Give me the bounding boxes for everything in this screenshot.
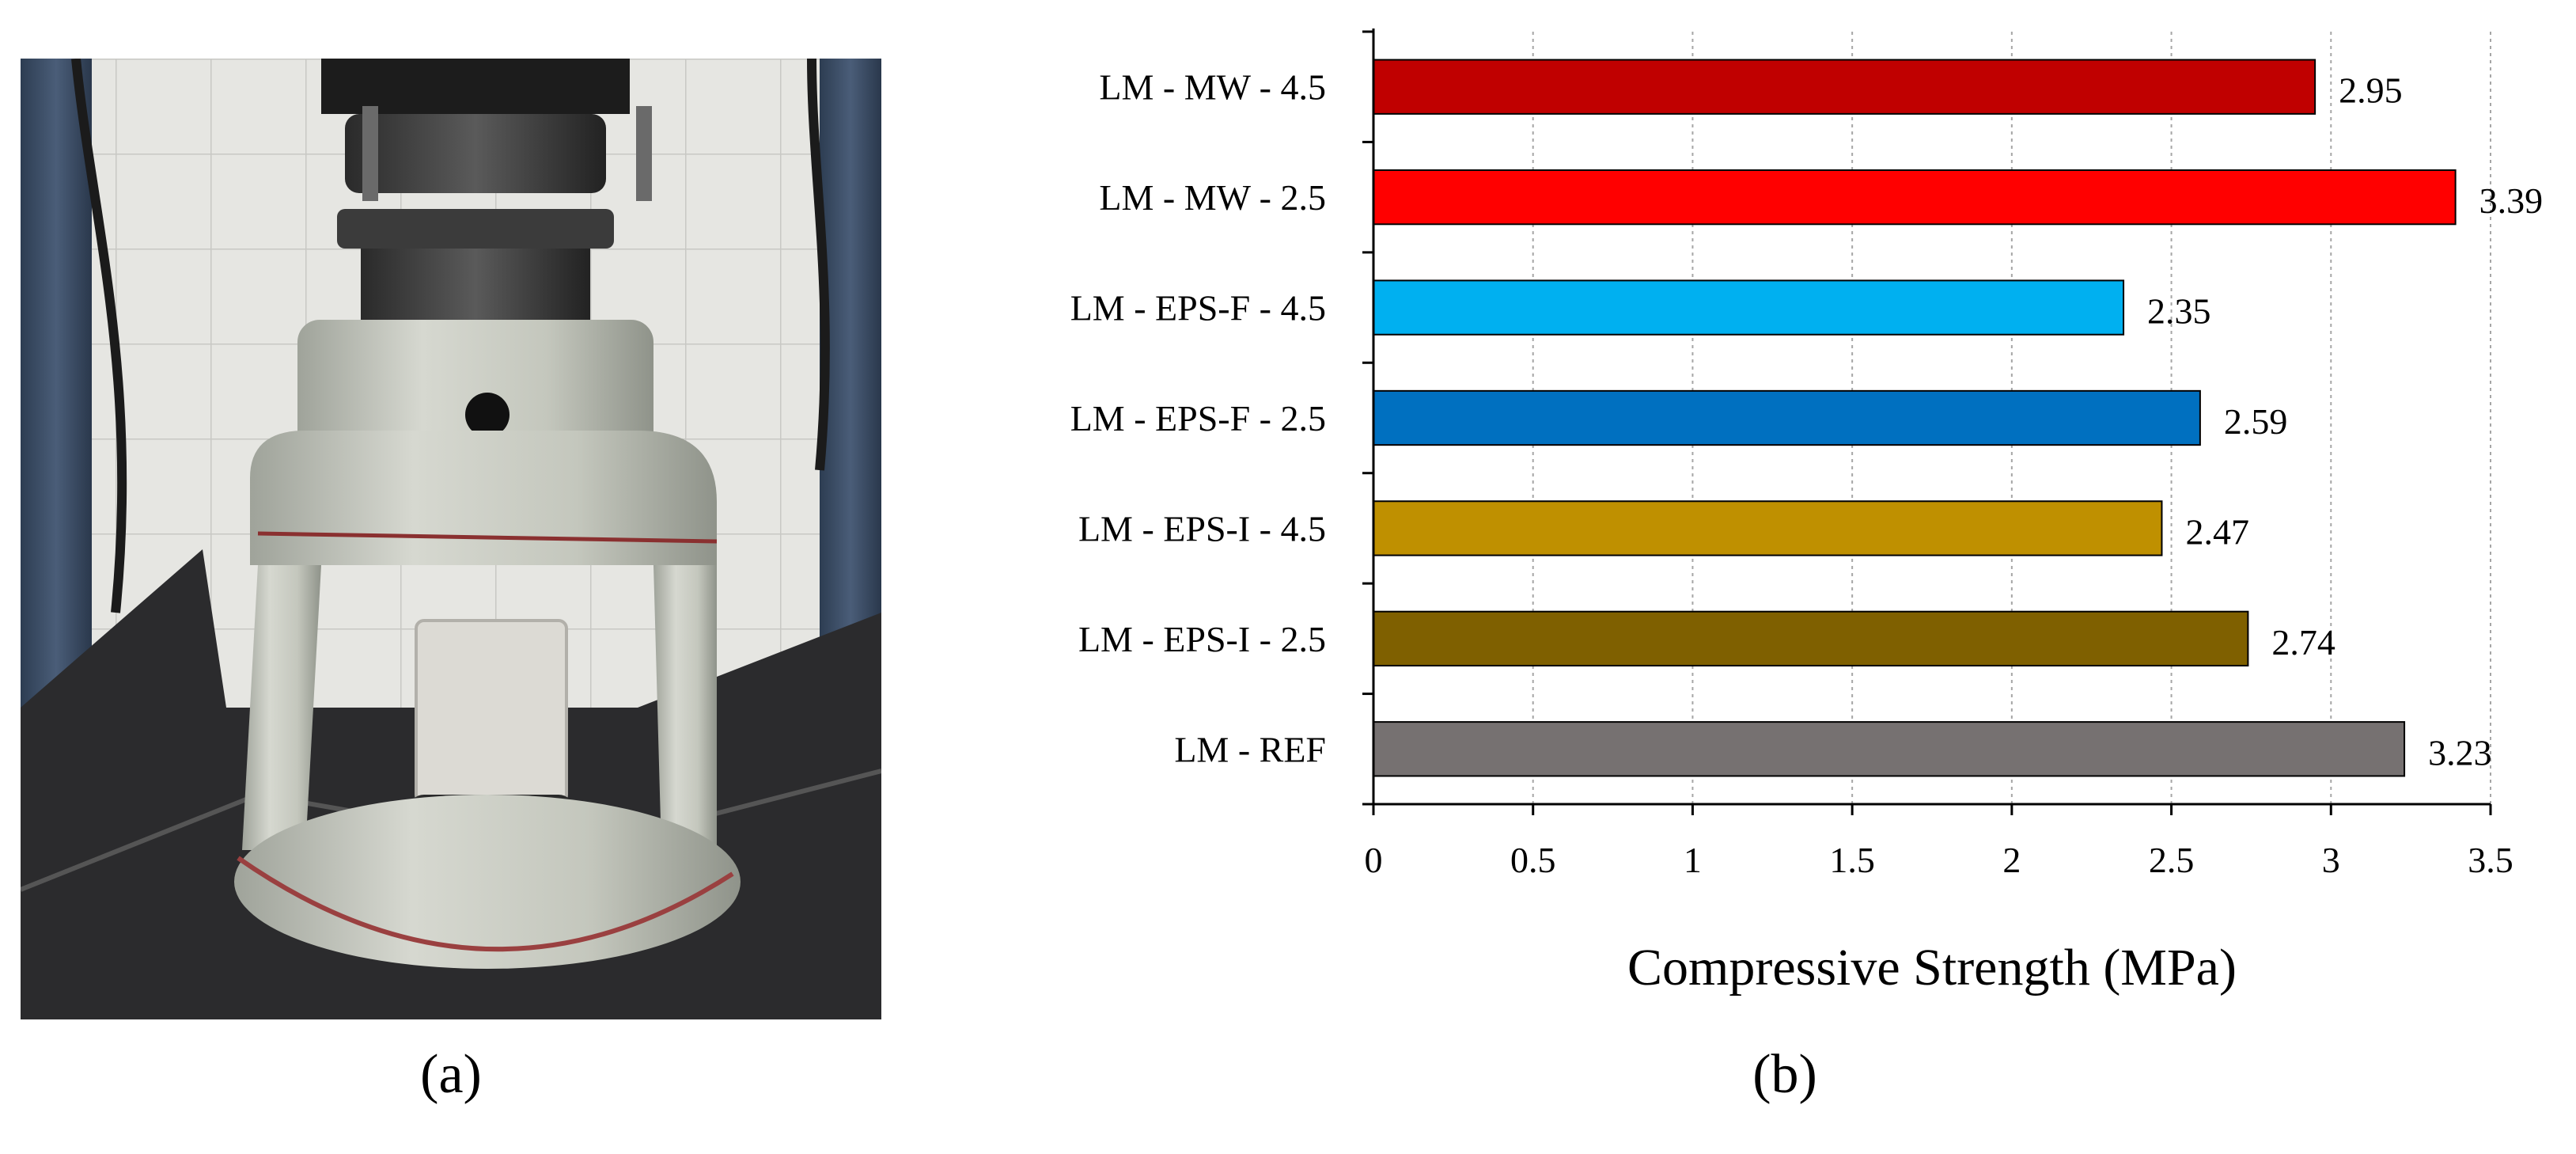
upper-platen [345, 114, 606, 193]
x-axis-title: Compressive Strength (MPa) [1627, 939, 2237, 996]
bar-1 [1373, 169, 2457, 226]
x-tick-label-4: 2 [2002, 840, 2021, 880]
x-tick-label-7: 3.5 [2468, 840, 2513, 880]
category-label-1: LM - MW - 2.5 [1099, 177, 1326, 218]
x-tick-label-0: 0 [1365, 840, 1383, 880]
x-tick-label-2: 1 [1684, 840, 1702, 880]
bar-5 [1373, 610, 2249, 667]
spring-left [362, 106, 378, 201]
frame-pillar-left [21, 59, 92, 771]
jig-leg-left [242, 565, 321, 850]
test-setup-illustration [21, 59, 881, 1019]
x-tick-label-6: 3 [2322, 840, 2340, 880]
jig-bolt-hole [465, 393, 510, 437]
spring-right [636, 106, 652, 201]
bar-4 [1373, 500, 2163, 556]
bar-3 [1373, 389, 2201, 446]
value-label-6: 3.23 [2428, 732, 2492, 772]
cable-left [71, 59, 127, 613]
category-label-2: LM - EPS-F - 4.5 [1070, 288, 1326, 328]
bar-2 [1373, 279, 2125, 336]
bar-0 [1373, 59, 2317, 115]
chart-canvas: LM - MW - 4.5 2.95 LM - MW - 2.5 3.39 LM - E… [1070, 28, 2543, 996]
test-setup-photo [21, 59, 881, 1019]
compressive-strength-chart: LM - MW - 4.5 2.95 LM - MW - 2.5 3.39 LM - E… [949, 0, 2576, 1029]
x-tick-label-1: 0.5 [1510, 840, 1556, 880]
category-label-3: LM - EPS-F - 2.5 [1070, 398, 1326, 438]
mortar-specimen [415, 619, 568, 804]
panel-a-caption: (a) [420, 1044, 482, 1105]
category-label-6: LM - REF [1174, 729, 1326, 769]
chart-axes [1362, 28, 2492, 815]
bar-6 [1373, 721, 2406, 777]
press-crosshead [321, 59, 630, 114]
x-tick-label-5: 2.5 [2149, 840, 2195, 880]
value-label-4: 2.47 [2185, 511, 2249, 552]
value-label-1: 3.39 [2479, 180, 2544, 221]
value-label-3: 2.59 [2224, 401, 2288, 442]
chart-labels: LM - MW - 4.5 2.95 LM - MW - 2.5 3.39 LM - E… [1070, 67, 2543, 880]
category-label-0: LM - MW - 4.5 [1099, 67, 1326, 108]
value-label-0: 2.95 [2339, 70, 2403, 111]
x-tick-label-3: 1.5 [1829, 840, 1875, 880]
jig-base [234, 795, 741, 969]
jig-leg-right [653, 565, 717, 850]
chart-bars [1373, 59, 2457, 777]
cable-right [807, 59, 830, 471]
jig-ring [250, 431, 717, 565]
category-label-4: LM - EPS-I - 4.5 [1078, 508, 1326, 549]
panel-b-caption: (b) [1752, 1044, 1817, 1105]
value-label-2: 2.35 [2147, 291, 2211, 332]
value-label-5: 2.74 [2271, 622, 2335, 662]
category-label-5: LM - EPS-I - 2.5 [1078, 619, 1326, 659]
